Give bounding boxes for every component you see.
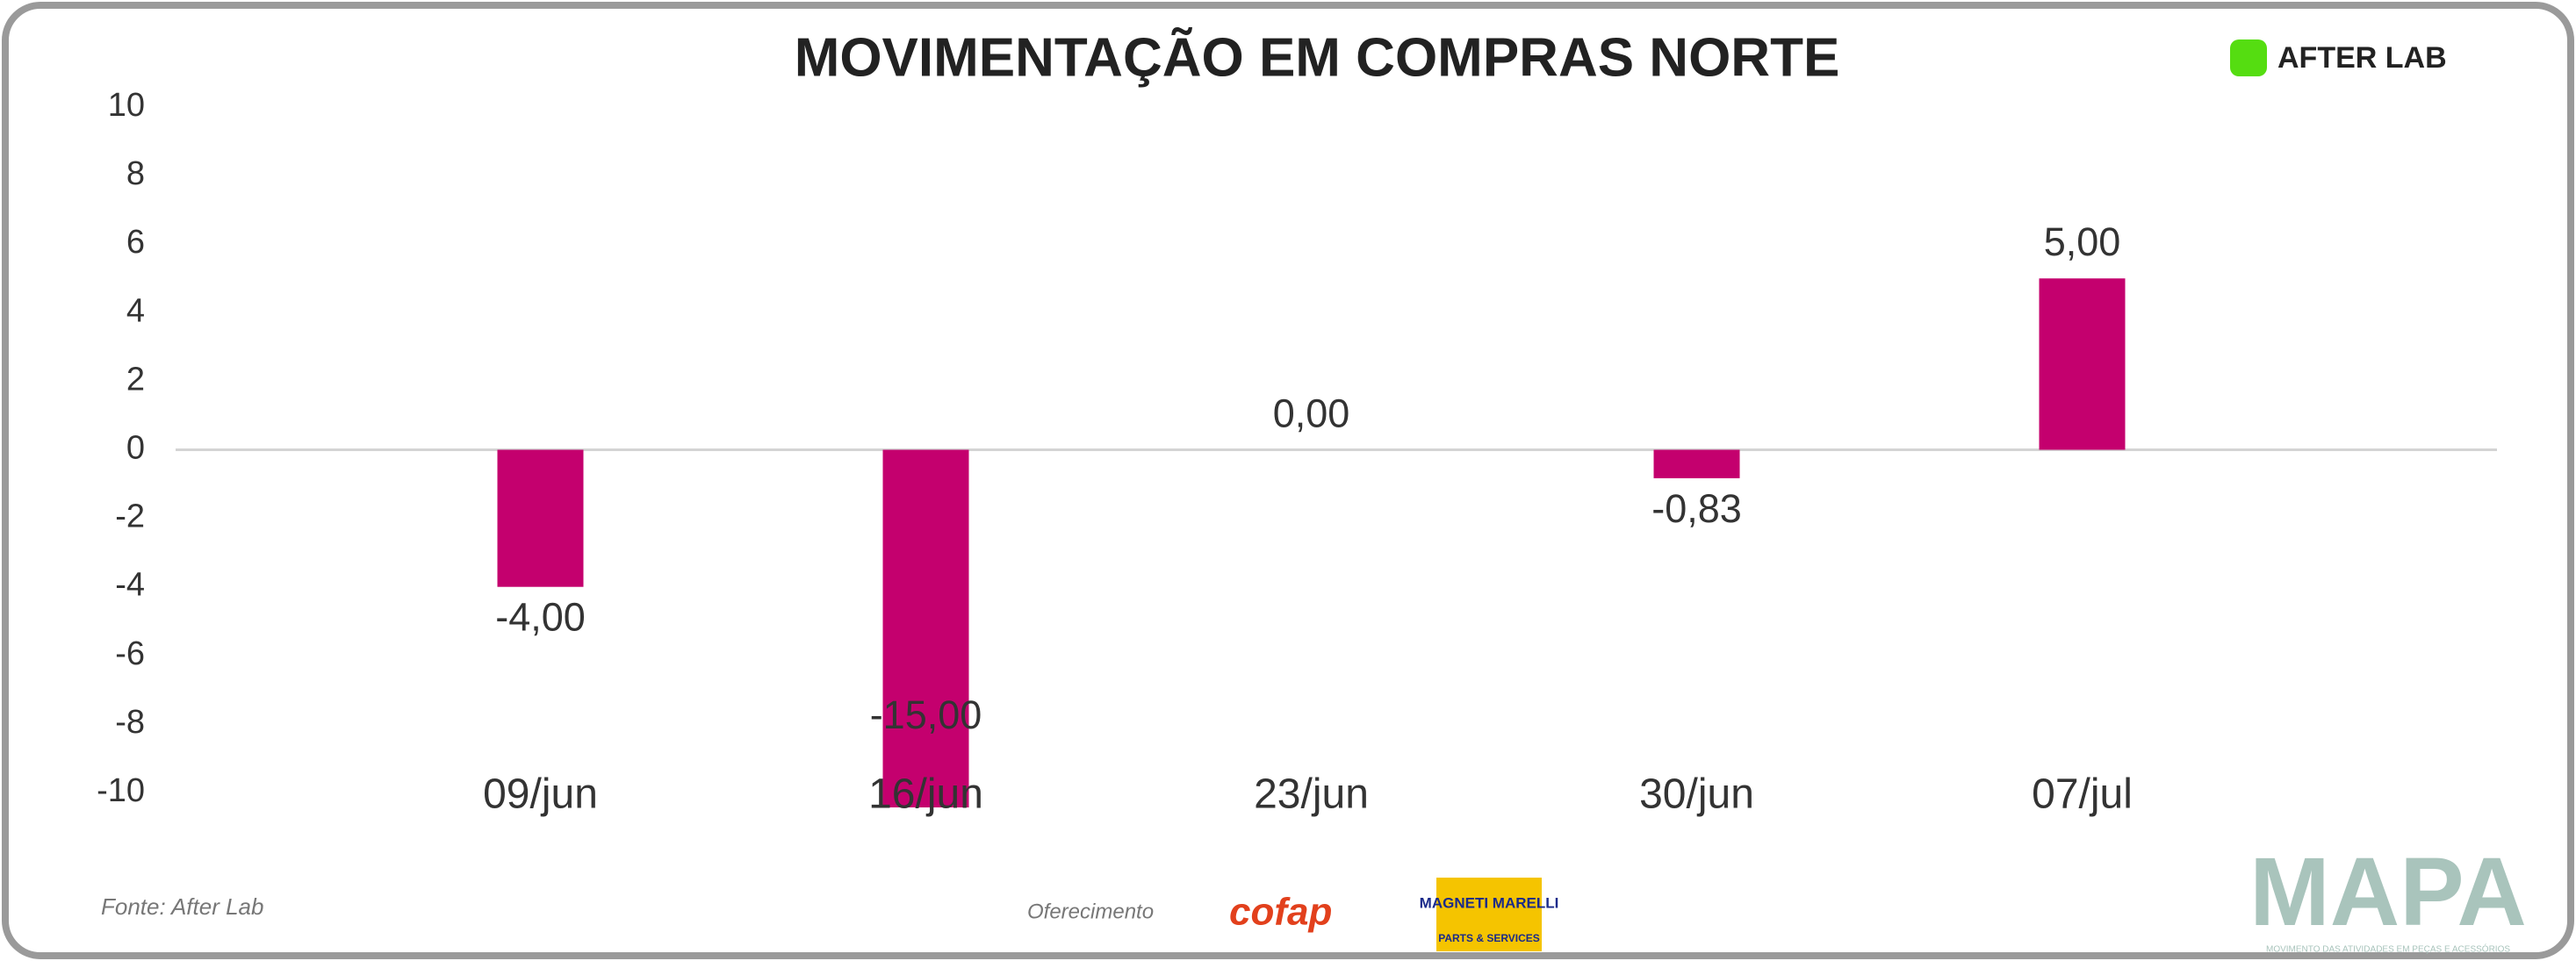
y-tick-label: 10 xyxy=(108,87,145,124)
value-label: 5,00 xyxy=(2044,219,2121,264)
x-tick-label: 23/jun xyxy=(1254,771,1369,818)
y-tick-label: -4 xyxy=(115,567,145,604)
value-label: -15,00 xyxy=(870,692,982,737)
plot-area xyxy=(497,278,2126,807)
y-tick-label: 2 xyxy=(126,361,145,398)
bar xyxy=(1653,449,1740,478)
bar xyxy=(497,449,584,587)
bar xyxy=(882,449,969,807)
value-label: -0,83 xyxy=(1651,486,1742,531)
y-tick-label: 4 xyxy=(126,292,145,329)
sponsor-marelli-sub: PARTS & SERVICES xyxy=(1438,932,1540,944)
bar xyxy=(2039,278,2126,450)
y-tick-label: 8 xyxy=(126,155,145,192)
y-tick-label: -10 xyxy=(97,772,145,809)
sponsor-label: Oferecimento xyxy=(1027,900,1154,923)
value-label: 0,00 xyxy=(1273,391,1350,435)
x-tick-label: 16/jun xyxy=(868,771,983,818)
x-tick-label: 09/jun xyxy=(483,771,598,818)
sponsor-marelli: MAGNETI MARELLI xyxy=(1420,894,1559,911)
logo-icon xyxy=(2230,39,2267,76)
source: Fonte: After Lab xyxy=(101,893,263,920)
y-tick-label: -8 xyxy=(115,704,145,741)
y-tick-label: 6 xyxy=(126,224,145,261)
logo-text: AFTER LAB xyxy=(2277,41,2447,75)
value-label: -4,00 xyxy=(495,595,586,640)
x-tick-label: 30/jun xyxy=(1639,771,1754,818)
mapa-tagline: MOVIMENTO DAS ATIVIDADES EM PEÇAS E ACES… xyxy=(2266,943,2510,955)
sponsor-box xyxy=(1436,878,1542,951)
x-tick-label: 07/jul xyxy=(2032,771,2133,818)
y-tick-label: -2 xyxy=(115,498,145,535)
y-tick-label: -6 xyxy=(115,635,145,672)
chart-title: MOVIMENTAÇÃO EM COMPRAS NORTE xyxy=(795,27,1840,88)
mapa-logo: MAPA xyxy=(2249,838,2527,946)
sponsor-cofap: cofap xyxy=(1229,891,1332,934)
y-tick-label: 0 xyxy=(126,430,145,467)
